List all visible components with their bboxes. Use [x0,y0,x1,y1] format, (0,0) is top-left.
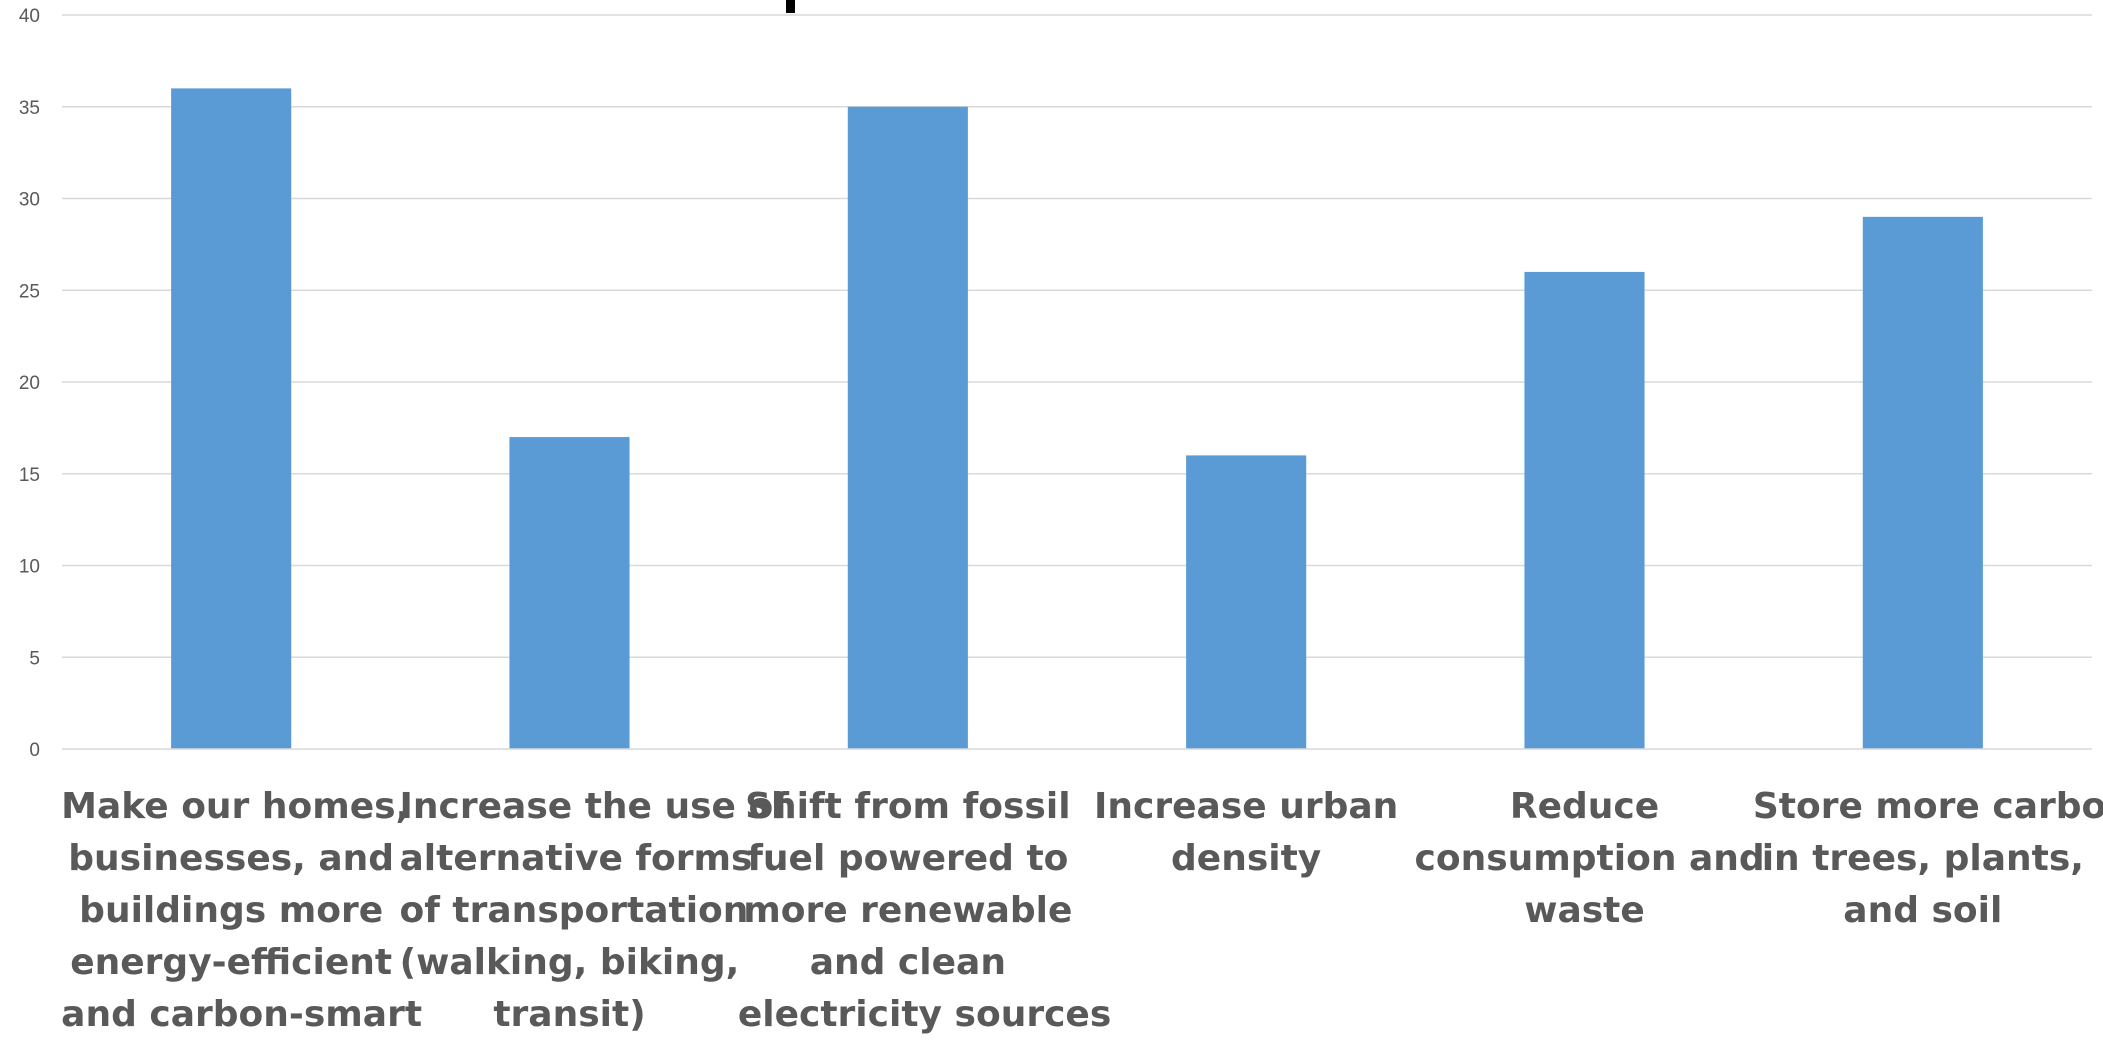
y-tick-label: 0 [29,740,40,761]
x-tick-label-line: and clean [809,942,1006,983]
x-tick-label: Increase urban density [1076,781,1416,885]
y-tick-label: 40 [19,6,40,27]
bar [509,437,630,749]
x-tick-label-line: in trees, plants, [1761,838,2084,879]
x-tick-label-line: and soil [1843,890,2003,931]
x-tick-label-line: buildings more [79,890,384,931]
x-tick-label-line: Increase urban [1094,786,1399,827]
x-tick-label-line: energy-efficient [70,942,393,983]
x-tick-label-line: Make our homes, [61,786,410,827]
bars [171,88,1983,750]
x-tick-label-line: alternative forms [399,838,753,879]
bar [1186,455,1307,749]
x-tick-label-line: businesses, and [68,838,395,879]
x-tick-label-line: and carbon-smart [61,994,423,1035]
x-tick-label-line: density [1171,838,1322,879]
x-tick-label-line: Reduce [1509,786,1660,827]
x-tick-label: Store more carbon in trees, plants, and so… [1752,781,2103,937]
y-tick-label: 20 [19,373,40,394]
x-tick-label: Increase the use of alternative forms of t… [399,781,789,1041]
y-axis-tick-labels: 0 5 10 15 20 25 30 35 40 [19,6,40,761]
x-tick-label-line: Increase the use of [399,786,789,827]
y-tick-label: 15 [19,465,40,486]
x-tick-label-line: electricity sources [737,994,1112,1035]
y-tick-label: 5 [29,648,40,669]
x-tick-label-line: more renewable [743,890,1073,931]
gridlines [62,14,2092,658]
x-tick-label: Make our homes, businesses, and buildings … [61,781,423,1041]
y-tick-label: 35 [19,98,40,119]
x-tick-label-line: fuel powered to [747,838,1069,879]
x-tick-label-line: of transportation [399,890,749,931]
x-tick-label-line: waste [1524,890,1645,931]
title-fragment [786,0,795,13]
x-tick-label-line: transit) [493,994,646,1035]
x-tick-label-line: (walking, biking, [399,942,740,983]
bar [171,88,292,749]
x-tick-label: Shift from fossil fuel powered to more ren… [737,781,1112,1041]
x-tick-label: Reduce consumption and waste [1414,781,1765,937]
bar [1862,216,1983,750]
x-tick-label-line: consumption and [1414,838,1765,879]
x-tick-label-line: Shift from fossil [745,786,1071,827]
y-tick-label: 25 [19,281,40,302]
y-tick-label: 30 [19,190,40,211]
x-tick-label-line: Store more carbon [1752,786,2103,827]
y-tick-label: 10 [19,557,40,578]
bar [1524,271,1645,749]
bar [847,106,968,749]
